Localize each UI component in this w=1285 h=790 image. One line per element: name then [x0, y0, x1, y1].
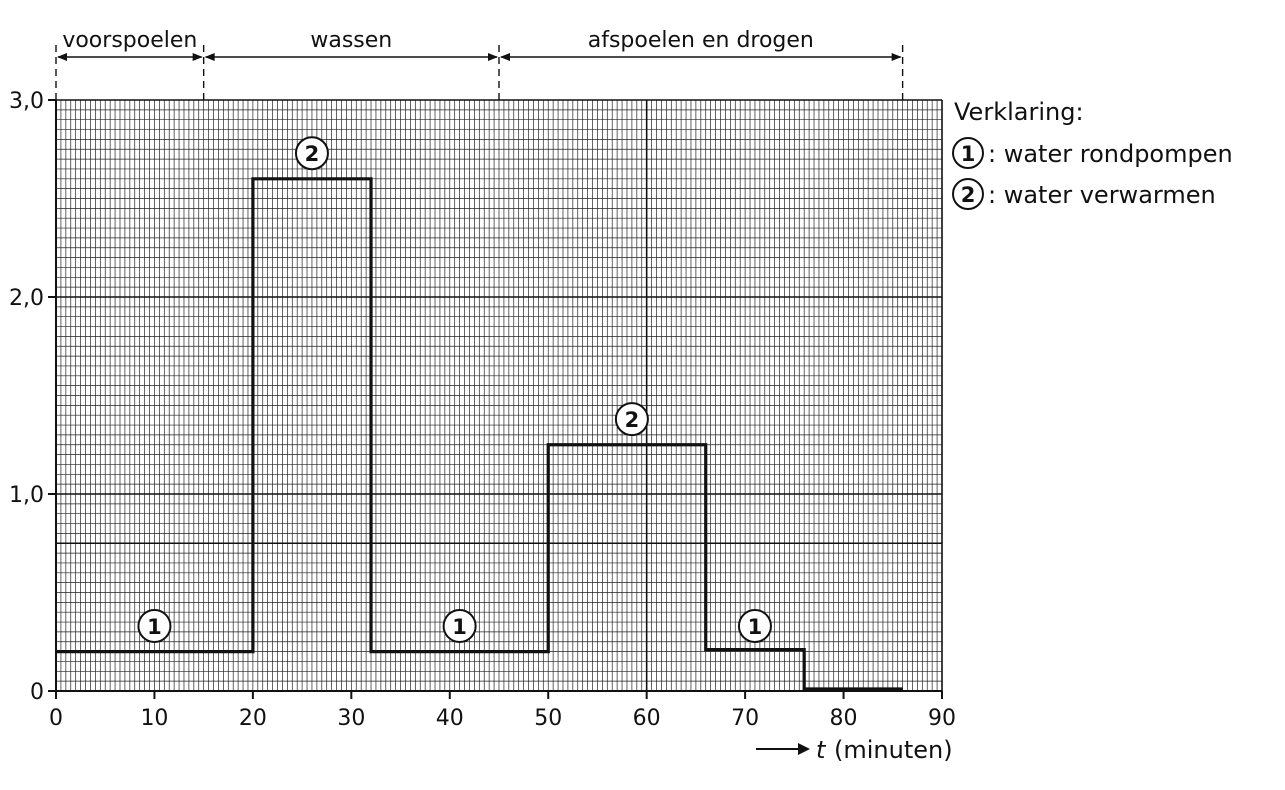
marker-label: 1 [452, 615, 467, 639]
phase-arrowhead-left [57, 53, 67, 61]
legend-item-2: 2 : water verwarmen [952, 178, 1216, 210]
legend-item-1: 1 : water rondpompen [952, 137, 1233, 169]
y-tick-label: 2,0 [9, 286, 44, 311]
marker-circle [614, 402, 649, 437]
phase-label: voorspoelen [62, 28, 197, 53]
phase-arrowhead-right [192, 53, 203, 61]
x-axis-label: t (minuten) [756, 736, 953, 764]
x-tick-label: 20 [239, 706, 267, 731]
x-tick-label: 80 [830, 706, 858, 731]
legend-marker-2-circle [952, 178, 984, 210]
marker-label: 2 [305, 142, 320, 166]
grid-major-lines [56, 100, 942, 691]
legend-item-1-text: : water rondpompen [988, 140, 1233, 168]
y-tick-label: 3,0 [9, 89, 44, 114]
legend-marker-1-circle [952, 137, 984, 169]
phase-brackets: voorspoelen wassen afspoelen en drogen [55, 28, 904, 104]
x-tick-label: 10 [140, 706, 168, 731]
marker-label: 2 [625, 408, 640, 432]
phase-arrowhead-left [204, 53, 215, 61]
x-axis-variable: t [816, 736, 827, 764]
marker-circle [737, 608, 772, 643]
marker-circle [442, 608, 477, 643]
marker-label: 1 [748, 615, 763, 639]
x-axis-unit: (minuten) [834, 736, 953, 764]
marker-label: 1 [147, 615, 162, 639]
x-tick-label: 40 [436, 706, 464, 731]
phase-label: wassen [310, 28, 392, 53]
phase-arrowhead-left [500, 53, 510, 61]
legend-marker-2-label: 2 [961, 183, 976, 207]
legend-title: Verklaring: [954, 98, 1084, 126]
axis-ticks: 0 10 20 30 40 50 60 70 80 90 0 1,0 2,0 3,0 [9, 89, 956, 731]
marker-circle [294, 136, 329, 171]
phase-arrowhead-right [488, 53, 498, 61]
x-tick-label: 60 [633, 706, 661, 731]
step-series [56, 177, 903, 691]
y-tick-label: 0 [30, 680, 44, 705]
phase-arrowhead-right [891, 53, 902, 61]
series-markers: 1 2 1 2 1 [137, 136, 772, 643]
x-tick-label: 50 [534, 706, 562, 731]
legend: Verklaring: 1 : water rondpompen 2 : wat… [952, 98, 1233, 210]
x-axis-arrowhead [798, 743, 810, 755]
x-tick-label: 70 [731, 706, 759, 731]
step-line [56, 177, 903, 691]
marker-circle [137, 608, 172, 643]
y-tick-label: 1,0 [9, 483, 44, 508]
grid-minor-lines [55, 99, 943, 692]
legend-item-2-text: : water verwarmen [988, 181, 1216, 209]
x-tick-label: 0 [49, 706, 63, 731]
phase-label: afspoelen en drogen [588, 28, 814, 53]
x-tick-label: 30 [337, 706, 365, 731]
x-tick-label: 90 [928, 706, 956, 731]
legend-marker-1-label: 1 [961, 142, 976, 166]
